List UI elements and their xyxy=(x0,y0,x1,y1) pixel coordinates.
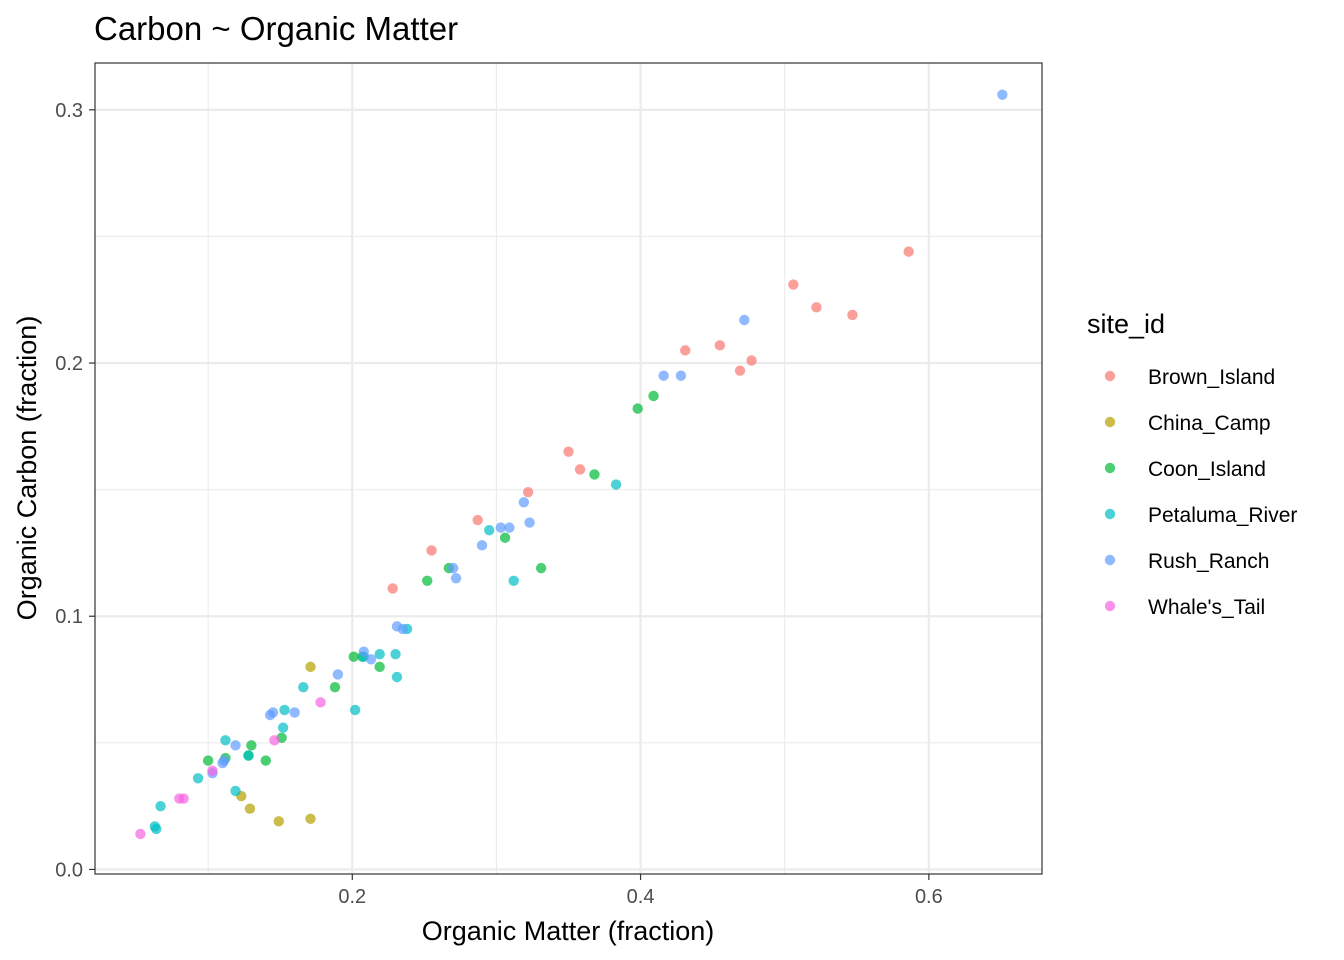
data-point xyxy=(244,803,256,814)
data-point xyxy=(495,522,506,533)
axis-ticks: 0.2 0.4 0.6 0.0 0.1 0.2 0.3 xyxy=(55,100,943,908)
panel-border xyxy=(94,62,1043,875)
data-point xyxy=(648,390,659,402)
x-axis-title: Organic Matter (fraction) xyxy=(422,916,715,946)
data-point xyxy=(151,823,162,835)
data-point xyxy=(202,755,214,766)
legend-label: Rush_Ranch xyxy=(1148,550,1269,573)
data-point xyxy=(997,89,1008,100)
data-point xyxy=(178,793,189,804)
data-point xyxy=(305,813,316,825)
data-point xyxy=(390,649,401,660)
x-tick-label: 0.6 xyxy=(915,886,943,908)
data-point xyxy=(374,649,385,660)
data-point xyxy=(267,707,279,718)
grid xyxy=(95,63,1042,874)
data-point xyxy=(260,755,272,766)
data-point xyxy=(273,816,284,827)
data-point xyxy=(332,669,344,680)
data-point xyxy=(279,704,290,716)
x-tick-label: 0.4 xyxy=(627,886,655,908)
legend-label: Coon_Island xyxy=(1148,458,1266,481)
legend-label: Petaluma_River xyxy=(1148,504,1297,527)
data-points xyxy=(135,89,1008,840)
data-point xyxy=(447,562,459,574)
legend-label: China_Camp xyxy=(1148,412,1271,435)
legend-marker xyxy=(1104,370,1116,382)
data-point xyxy=(450,573,462,584)
y-tick-label: 0.3 xyxy=(55,100,83,122)
data-point xyxy=(298,681,309,693)
data-point xyxy=(472,514,483,526)
data-point xyxy=(397,623,408,635)
data-point xyxy=(365,654,377,665)
data-point xyxy=(522,486,534,498)
data-point xyxy=(329,681,341,693)
data-point xyxy=(476,540,488,551)
data-point xyxy=(518,497,530,508)
legend-marker xyxy=(1104,508,1116,520)
data-point xyxy=(788,279,799,290)
data-point xyxy=(135,828,146,840)
data-point xyxy=(155,800,166,812)
data-point xyxy=(358,646,370,657)
data-point xyxy=(207,765,218,776)
data-point xyxy=(658,370,669,381)
legend-title: site_id xyxy=(1087,309,1165,339)
data-point xyxy=(524,517,535,528)
legend-marker xyxy=(1104,554,1116,566)
y-tick-label: 0.1 xyxy=(55,606,83,628)
data-point xyxy=(563,446,574,457)
data-point xyxy=(847,309,858,321)
data-point xyxy=(508,575,519,586)
data-point xyxy=(574,464,586,475)
data-point xyxy=(734,365,746,376)
data-point xyxy=(220,735,231,746)
data-point xyxy=(269,735,280,746)
legend-label: Brown_Island xyxy=(1148,366,1275,389)
legend-marker xyxy=(1104,416,1116,428)
data-point xyxy=(426,545,437,556)
data-point xyxy=(499,532,511,543)
data-point xyxy=(348,651,359,662)
data-point xyxy=(349,704,361,716)
data-point xyxy=(230,785,241,797)
data-point xyxy=(246,740,257,751)
legend-label: Whale's_Tail xyxy=(1148,596,1265,619)
y-tick-label: 0.2 xyxy=(55,353,83,375)
data-point xyxy=(535,562,547,574)
y-tick-label: 0.0 xyxy=(55,859,83,881)
legend: site_id Brown_Island China_Camp Coon_Islan… xyxy=(1087,309,1297,619)
data-point xyxy=(243,750,254,761)
data-point xyxy=(192,773,204,784)
y-axis-title: Organic Carbon (fraction) xyxy=(12,316,42,621)
data-point xyxy=(680,345,691,356)
data-point xyxy=(422,575,433,586)
data-point xyxy=(277,722,289,733)
legend-marker xyxy=(1104,462,1116,474)
x-tick-label: 0.2 xyxy=(338,886,366,908)
legend-marker xyxy=(1104,600,1116,612)
data-point xyxy=(374,661,385,673)
data-point xyxy=(387,583,398,594)
data-point xyxy=(504,522,515,533)
data-point xyxy=(589,469,600,480)
data-point xyxy=(811,302,822,313)
data-point xyxy=(746,355,757,366)
data-point xyxy=(218,755,230,766)
data-point xyxy=(632,403,643,414)
data-point xyxy=(391,671,403,683)
data-point xyxy=(484,524,495,536)
data-point xyxy=(610,479,622,490)
data-point xyxy=(230,740,241,751)
chart-title: Carbon ~ Organic Matter xyxy=(94,10,458,47)
data-point xyxy=(903,246,914,257)
data-point xyxy=(739,314,750,326)
data-point xyxy=(305,661,316,673)
data-point xyxy=(289,707,300,718)
data-point xyxy=(315,697,326,708)
data-point xyxy=(714,340,726,351)
data-point xyxy=(675,370,687,381)
